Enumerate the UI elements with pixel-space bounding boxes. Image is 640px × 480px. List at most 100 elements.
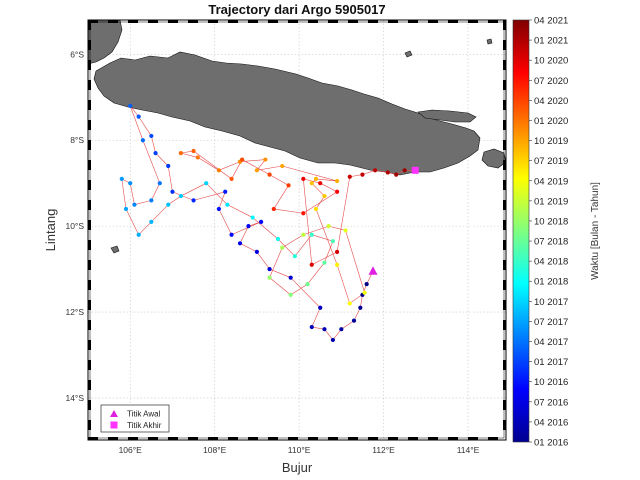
- frame-tick-bottom: [428, 437, 438, 440]
- trajectory-point: [330, 337, 335, 343]
- frame-tick-right: [503, 260, 506, 270]
- track-segment: [180, 150, 194, 154]
- track-segment: [336, 264, 351, 304]
- trajectory-point: [322, 327, 327, 332]
- trajectory-point: [362, 290, 367, 295]
- colorbar-tick-label: 01 2016: [534, 438, 568, 449]
- frame-tick-left: [88, 420, 91, 430]
- track-segment: [231, 221, 262, 235]
- track-segment: [324, 241, 334, 263]
- frame-tick-bottom: [188, 437, 198, 440]
- y-tick-label: 10°S: [65, 221, 84, 231]
- track-segment: [269, 174, 289, 186]
- frame-tick-top: [448, 20, 458, 23]
- colorbar-title: Waktu [Bulan - Tahun]: [590, 182, 601, 280]
- trajectory-point: [347, 301, 352, 306]
- trajectory-point: [240, 157, 245, 162]
- x-tick-label: 114°E: [457, 445, 480, 455]
- x-tick-label: 112°E: [372, 445, 395, 455]
- trajectory-point: [288, 275, 293, 280]
- land-mass: [88, 20, 506, 254]
- frame-tick-bottom: [208, 437, 218, 440]
- frame-tick-top: [168, 20, 178, 23]
- frame-tick-bottom: [348, 437, 358, 440]
- track-segment: [324, 329, 334, 341]
- track-segment: [121, 178, 127, 209]
- trajectory-point: [301, 176, 306, 181]
- frame-tick-top: [108, 20, 118, 23]
- frame-tick-right: [503, 200, 506, 210]
- frame-tick-top: [488, 20, 498, 23]
- track-segment: [277, 238, 296, 257]
- frame-tick-right: [503, 280, 506, 290]
- trajectory-point: [128, 103, 133, 108]
- trajectory-point: [330, 239, 335, 244]
- track-segment: [193, 150, 232, 180]
- track-segment: [134, 200, 152, 205]
- legend-end-marker: [110, 421, 118, 429]
- track-segment: [315, 178, 338, 182]
- x-tick-label: 106°E: [119, 445, 143, 455]
- bali-island: [481, 148, 506, 169]
- trajectory-point: [229, 232, 234, 237]
- track-segment: [341, 320, 355, 330]
- java-island: [93, 51, 481, 176]
- track-segment: [345, 230, 365, 293]
- track-segment: [172, 191, 194, 201]
- colorbar-tick-label: 04 2019: [534, 176, 568, 187]
- small-island-2: [404, 50, 413, 58]
- trajectory-point: [360, 172, 365, 177]
- trajectory-point: [128, 181, 133, 186]
- trajectory-point: [335, 189, 340, 194]
- y-axis-label: Lintang: [43, 209, 58, 252]
- frame-tick-right: [503, 80, 506, 90]
- track-segment: [375, 170, 388, 173]
- frame-tick-right: [503, 160, 506, 170]
- track-segment: [269, 277, 291, 296]
- frame-tick-left: [88, 400, 91, 410]
- track-segment: [273, 185, 289, 210]
- frame-tick-top: [188, 20, 198, 23]
- trajectory-point: [191, 148, 196, 154]
- track-segment: [239, 226, 249, 244]
- trajectory-point: [309, 324, 314, 330]
- colorbar-tick-label: 01 2020: [534, 116, 568, 127]
- track-segment: [125, 208, 139, 235]
- trajectory-point: [259, 219, 264, 224]
- trajectory-point: [326, 224, 331, 229]
- frame-tick-bottom: [368, 437, 378, 440]
- frame-tick-left: [88, 380, 91, 390]
- track-segment: [206, 182, 228, 205]
- track-segment: [320, 182, 338, 193]
- track-segment: [129, 105, 139, 117]
- colorbar-ticks: 01 2016 04 2016 07 2016 10 2016 01 2017 04 20…: [529, 16, 568, 449]
- trajectory-point: [364, 282, 369, 287]
- trajectory-point: [292, 254, 297, 259]
- trajectory-point: [229, 176, 234, 181]
- colorbar-tick-label: 10 2020: [534, 56, 568, 67]
- frame-tick-bottom: [248, 437, 258, 440]
- track-segment: [256, 165, 283, 171]
- start-end-markers: [368, 166, 419, 275]
- colorbar-tick-label: 07 2017: [534, 317, 568, 328]
- frame-tick-right: [503, 180, 506, 190]
- trajectory-point: [178, 193, 183, 199]
- track-segment: [155, 152, 169, 167]
- y-tick-label: 12°S: [65, 307, 84, 317]
- frame-tick-bottom: [468, 437, 478, 440]
- colorbar-tick-label: 07 2020: [534, 76, 568, 87]
- frame-tick-top: [88, 20, 98, 23]
- trajectory-point: [305, 282, 310, 287]
- trajectory-point: [136, 114, 141, 119]
- frame-tick-right: [503, 380, 506, 390]
- track-segment: [138, 221, 152, 235]
- frame-tick-bottom: [228, 437, 238, 440]
- frame-tick-left: [88, 160, 91, 170]
- frame-tick-top: [208, 20, 218, 23]
- trajectory-point: [263, 157, 268, 162]
- track-segment: [241, 159, 270, 175]
- trajectory-point: [204, 181, 209, 186]
- legend-start-label: Titik Awal: [127, 410, 161, 419]
- frame-tick-top: [148, 20, 158, 23]
- trajectory-point: [157, 181, 162, 186]
